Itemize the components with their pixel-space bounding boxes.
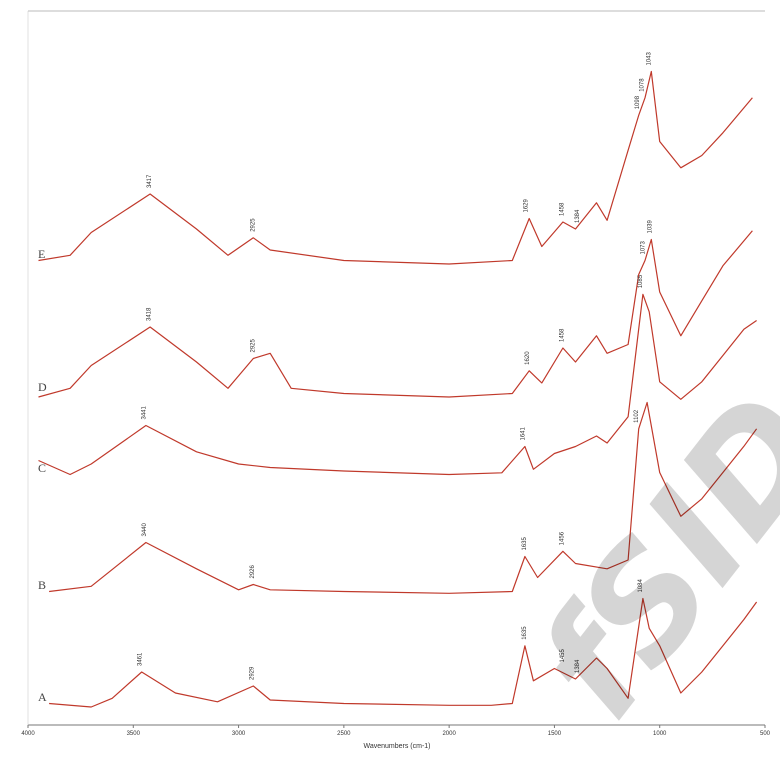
- x-tick-label: 500: [760, 731, 771, 737]
- spectrum-E: [38, 70, 753, 265]
- spectra-group: [38, 70, 758, 708]
- peak-label: 2929: [250, 666, 256, 680]
- x-tick-label: 2500: [337, 731, 351, 737]
- peak-label: 1635: [522, 626, 528, 640]
- peak-label: 1620: [525, 351, 531, 365]
- peak-label: 1043: [647, 51, 653, 65]
- peak-label: 1458: [559, 328, 565, 342]
- x-tick-label: 1500: [548, 731, 562, 737]
- peak-label: 1384: [575, 659, 581, 673]
- x-tick-label: 4000: [21, 731, 35, 737]
- peak-label: 1384: [575, 209, 581, 223]
- peak-label: 3440: [142, 522, 148, 536]
- peak-label: 1039: [648, 219, 654, 233]
- trace-labels: A B C D E: [38, 247, 47, 704]
- x-tick-label: 1000: [653, 731, 667, 737]
- peak-label: 3418: [147, 307, 153, 321]
- peak-label: 1635: [522, 536, 528, 550]
- spectrum-A: [49, 597, 758, 708]
- peak-label: 1098: [635, 95, 641, 109]
- x-tick-label: 3500: [127, 731, 141, 737]
- trace-label-B: B: [38, 578, 46, 592]
- x-tick-label: 3000: [232, 731, 246, 737]
- peak-label: 3417: [147, 174, 153, 188]
- spectrum-C: [38, 293, 757, 476]
- peak-label: 2925: [250, 218, 256, 232]
- peak-label: 1085: [638, 274, 644, 288]
- peak-labels: 3461 2929 1635 1455 1384 1084 3440 2926 1635 1456…: [138, 51, 654, 680]
- peak-label: 1102: [634, 409, 640, 423]
- peak-label: 3441: [142, 405, 148, 419]
- trace-label-C: C: [38, 461, 46, 475]
- spectrum-D: [38, 230, 753, 398]
- peak-label: 1458: [559, 202, 565, 216]
- plot-frame: [27, 10, 765, 726]
- peak-label: 1641: [521, 426, 527, 440]
- peak-label: 3461: [138, 652, 144, 666]
- spectrum-B: [49, 401, 758, 594]
- peak-label: 1455: [560, 648, 566, 662]
- trace-label-E: E: [38, 247, 45, 261]
- x-axis-title: Wavenumbers (cm-1): [363, 743, 430, 750]
- peak-label: 1629: [523, 198, 529, 212]
- peak-label: 1073: [640, 240, 646, 254]
- peak-label: 2926: [250, 564, 256, 578]
- trace-label-A: A: [38, 690, 47, 704]
- peak-label: 1084: [638, 578, 644, 592]
- peak-label: 1456: [560, 531, 566, 545]
- peak-label: 1078: [639, 78, 645, 92]
- trace-label-D: D: [38, 380, 47, 394]
- x-tick-label: 2000: [442, 731, 456, 737]
- x-axis-ticks: 4000 3500 3000 2500 2000 1500 1000 500: [21, 725, 771, 737]
- peak-label: 2925: [250, 338, 256, 352]
